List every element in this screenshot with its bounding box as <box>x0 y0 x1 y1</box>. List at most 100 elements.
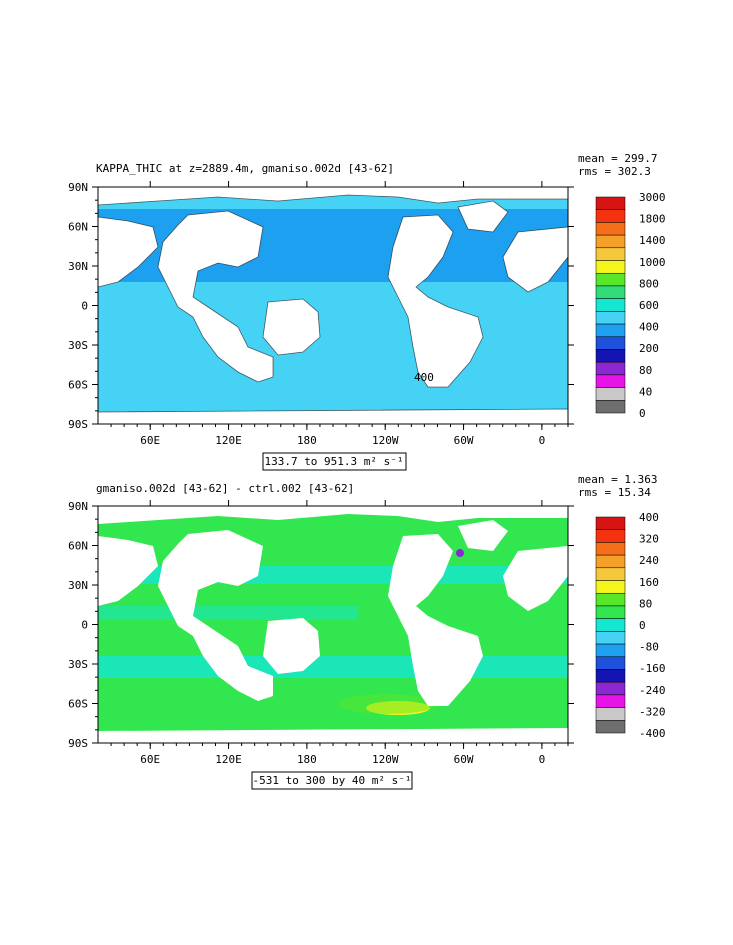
panel-bottom-range: -531 to 300 by 40 m² s⁻¹ <box>251 771 413 790</box>
y-tick-label: 60N <box>68 221 88 234</box>
x-tick-label: 0 <box>539 753 546 766</box>
colorbar-swatch <box>595 707 626 721</box>
y-tick-label: 60S <box>68 379 88 392</box>
x-tick-label: 0 <box>539 434 546 447</box>
colorbar-label: -240 <box>639 684 666 697</box>
colorbar-swatch <box>595 669 626 683</box>
colorbar-swatch <box>595 247 626 261</box>
x-tick-label: 60E <box>140 753 160 766</box>
colorbar-label: -320 <box>639 705 666 718</box>
x-tick-label: 120W <box>372 753 399 766</box>
colorbar-swatch <box>595 336 626 350</box>
x-tick-label: 60W <box>454 434 474 447</box>
colorbar-label: 160 <box>639 576 659 589</box>
panel-bottom-mean: mean = 1.363 <box>578 473 657 486</box>
panel-bottom-map <box>98 506 568 743</box>
colorbar-swatch <box>595 694 626 708</box>
colorbar-label: 40 <box>639 385 652 398</box>
y-tick-label: 90S <box>68 418 88 431</box>
colorbar-label: 0 <box>639 619 646 632</box>
panel-top-southern-band <box>98 282 568 424</box>
colorbar-swatch <box>595 580 626 594</box>
panel-top-map: 400 <box>97 186 569 425</box>
colorbar-swatch <box>595 567 626 581</box>
x-tick-label: 60E <box>140 434 160 447</box>
panel-bottom-hotspot-halo <box>338 694 438 714</box>
colorbar-swatch <box>595 656 626 670</box>
y-tick-label: 30N <box>68 260 88 273</box>
x-tick-label: 120W <box>372 434 399 447</box>
panel-bottom-range-label: -531 to 300 by 40 m² s⁻¹ <box>253 774 412 787</box>
colorbar-swatch <box>595 387 626 401</box>
panel-bottom-minimum-spot <box>456 549 464 557</box>
colorbar-swatch <box>595 272 626 287</box>
x-tick-label: 120E <box>215 753 242 766</box>
colorbar-label: -400 <box>639 727 666 740</box>
panel-bottom-title: gmaniso.002d [43-62] - ctrl.002 [43-62] <box>96 482 354 495</box>
colorbar-swatch <box>595 631 626 645</box>
y-tick-label: 60N <box>68 540 88 553</box>
colorbar-swatch <box>595 681 626 696</box>
colorbar-label: 1000 <box>639 256 666 269</box>
panel-top-mean: mean = 299.7 <box>578 152 657 165</box>
colorbar-swatch <box>595 542 626 556</box>
panel-top-rms: rms = 302.3 <box>578 165 651 178</box>
colorbar-swatch <box>595 260 626 274</box>
colorbar-swatch <box>595 361 626 376</box>
panel-top-range: 133.7 to 951.3 m² s⁻¹ <box>262 452 407 471</box>
colorbar-swatch <box>595 311 626 325</box>
colorbar-label: 0 <box>639 407 646 420</box>
y-tick-label: 30N <box>68 579 88 592</box>
y-tick-label: 90S <box>68 737 88 750</box>
colorbar-swatch <box>595 374 626 388</box>
y-tick-label: 0 <box>81 300 88 313</box>
y-tick-label: 60S <box>68 698 88 711</box>
x-tick-label: 180 <box>297 753 317 766</box>
colorbar-swatch <box>595 618 626 632</box>
colorbar-swatch <box>595 400 626 414</box>
colorbar-swatch <box>595 222 626 236</box>
panel-bottom: gmaniso.002d [43-62] - ctrl.002 [43-62] … <box>68 473 666 790</box>
y-tick-label: 90N <box>68 181 88 194</box>
colorbar-swatch <box>595 516 626 530</box>
panel-bottom-band-2 <box>98 656 568 678</box>
panel-bottom-rms: rms = 15.34 <box>578 486 651 499</box>
colorbar-label: 600 <box>639 299 659 312</box>
y-tick-label: 30S <box>68 339 88 352</box>
colorbar-label: 1400 <box>639 234 666 247</box>
panel-top-range-label: 133.7 to 951.3 m² s⁻¹ <box>264 455 403 468</box>
panel-top-title: KAPPA_THIC at z=2889.4m, gmaniso.002d [4… <box>96 162 394 175</box>
colorbar-swatch <box>595 196 626 210</box>
colorbar-label: 1800 <box>639 213 666 226</box>
colorbar-swatch <box>595 592 626 607</box>
colorbar-swatch <box>595 720 626 734</box>
colorbar-label: 400 <box>639 321 659 334</box>
colorbar-label: 400 <box>639 511 659 524</box>
colorbar-label: 3000 <box>639 191 666 204</box>
panel-bottom-band-3 <box>98 606 358 620</box>
colorbar-swatch <box>595 554 626 569</box>
panel-bottom-axes: 90N 60N 30N 0 30S 60S 90S 60E 120E 180 120W 60W 0 <box>68 500 574 766</box>
colorbar-label: 80 <box>639 597 652 610</box>
colorbar-label: -160 <box>639 662 666 675</box>
colorbar-label: 800 <box>639 277 659 290</box>
x-tick-label: 120E <box>215 434 242 447</box>
panel-top-axes: 90N 60N 30N 0 30S 60S 90S 60E 120E 180 120W 60W 0 <box>68 181 574 447</box>
colorbar-swatch <box>595 605 626 619</box>
colorbar-label: 240 <box>639 554 659 567</box>
y-tick-label: 30S <box>68 658 88 671</box>
panel-top: KAPPA_THIC at z=2889.4m, gmaniso.002d [4… <box>68 152 666 471</box>
x-tick-label: 60W <box>454 753 474 766</box>
colorbar-swatch <box>595 298 626 312</box>
colorbar-label: -80 <box>639 641 659 654</box>
colorbar-swatch <box>595 285 626 299</box>
x-tick-label: 180 <box>297 434 317 447</box>
colorbar-label: 320 <box>639 533 659 546</box>
colorbar-label: 200 <box>639 342 659 355</box>
colorbar-swatch <box>595 323 626 338</box>
colorbar-swatch <box>595 209 626 223</box>
colorbar-label: 80 <box>639 364 652 377</box>
colorbar-swatch <box>595 643 626 658</box>
